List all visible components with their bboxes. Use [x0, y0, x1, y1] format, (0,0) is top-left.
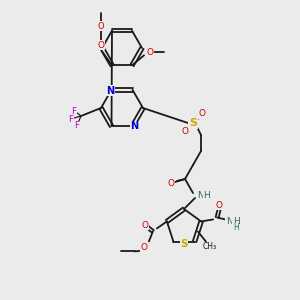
Text: H: H	[204, 190, 210, 200]
Text: CH₃: CH₃	[203, 242, 217, 251]
Text: O: O	[140, 243, 147, 252]
Text: N: N	[106, 86, 115, 96]
Text: N: N	[130, 121, 139, 131]
Text: S: S	[189, 118, 197, 128]
Text: N: N	[226, 217, 232, 226]
Text: O: O	[98, 22, 104, 31]
Text: N: N	[198, 190, 204, 200]
Text: F: F	[68, 115, 74, 124]
Text: O: O	[167, 178, 175, 188]
Text: O: O	[199, 110, 206, 118]
Text: H: H	[233, 217, 239, 226]
Text: O: O	[182, 128, 188, 136]
Text: O: O	[141, 221, 148, 230]
Text: S: S	[180, 238, 188, 249]
Text: O: O	[216, 201, 223, 210]
Text: F: F	[71, 106, 76, 116]
Text: O: O	[146, 48, 154, 57]
Text: O: O	[98, 41, 104, 50]
Text: F: F	[74, 122, 80, 130]
Text: H: H	[233, 223, 239, 232]
